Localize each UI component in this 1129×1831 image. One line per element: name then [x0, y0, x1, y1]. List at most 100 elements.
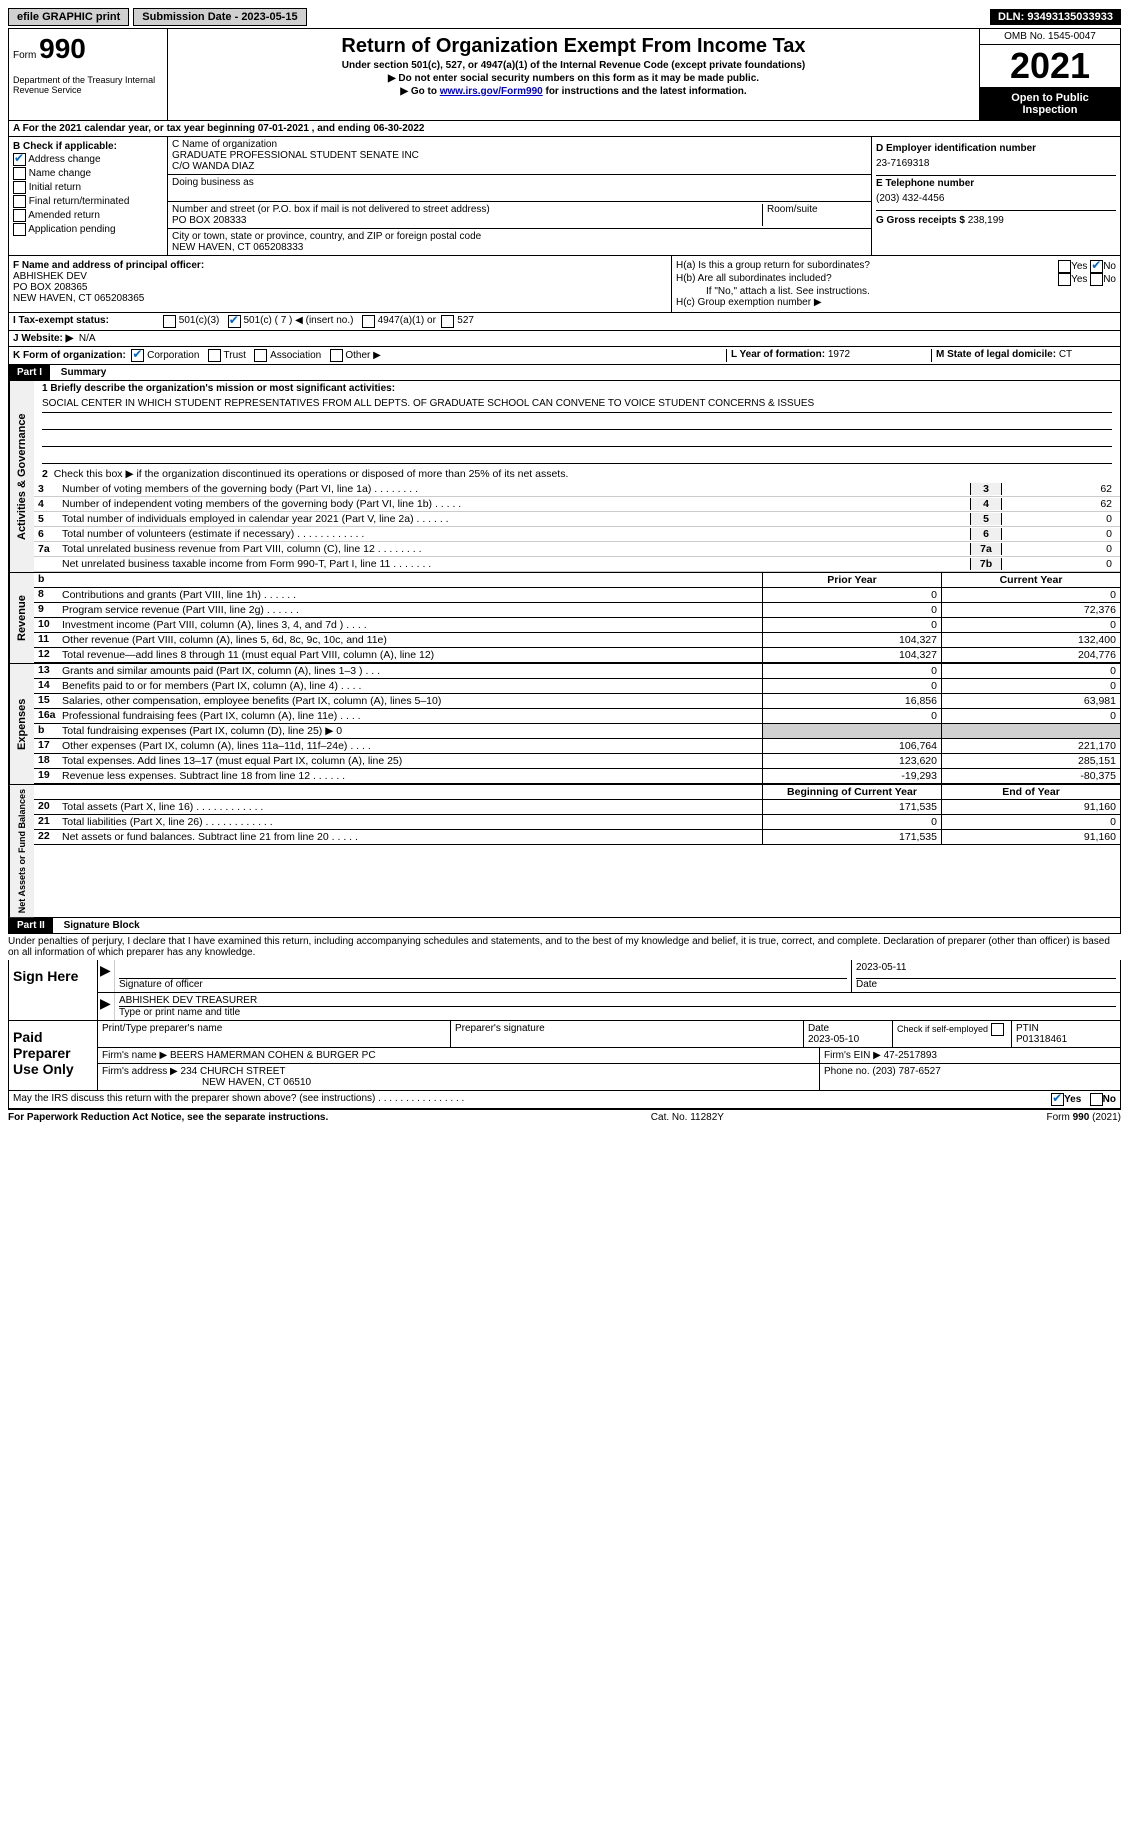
org-addr: PO BOX 208333 — [172, 215, 762, 226]
data-line: 22Net assets or fund balances. Subtract … — [34, 830, 1120, 845]
ha-label: H(a) Is this a group return for subordin… — [676, 260, 870, 273]
data-line: bTotal fundraising expenses (Part IX, co… — [34, 724, 1120, 739]
officer-name: ABHISHEK DEV — [13, 271, 667, 282]
tel-label: E Telephone number — [876, 178, 1116, 189]
gross-value: 238,199 — [968, 215, 1004, 226]
part2-title: Signature Block — [56, 918, 148, 933]
tel-value: (203) 432-4456 — [876, 189, 1116, 208]
firm-ein: 47-2517893 — [884, 1050, 937, 1061]
room-label: Room/suite — [767, 204, 867, 215]
summary-line: 5Total number of individuals employed in… — [34, 512, 1120, 527]
part1-title: Summary — [53, 365, 115, 380]
end-year-header: End of Year — [941, 785, 1120, 799]
irs-link[interactable]: www.irs.gov/Form990 — [440, 86, 543, 97]
tax-year: 2021 — [980, 45, 1120, 88]
row-k: K Form of organization: Corporation Trus… — [8, 347, 1121, 365]
check-final[interactable]: Final return/terminated — [13, 195, 163, 208]
declaration-text: Under penalties of perjury, I declare th… — [8, 934, 1121, 960]
officer-addr1: PO BOX 208365 — [13, 282, 667, 293]
omb-number: OMB No. 1545-0047 — [980, 29, 1120, 45]
sig-officer-label: Signature of officer — [119, 979, 847, 990]
sig-date: 2023-05-11 — [856, 962, 1116, 979]
paid-prep-label: Paid Preparer Use Only — [9, 1021, 98, 1090]
summary-line: Net unrelated business taxable income fr… — [34, 557, 1120, 572]
sign-here-block: Sign Here ▶ Signature of officer 2023-05… — [8, 960, 1121, 1021]
hc-label: H(c) Group exemption number ▶ — [676, 297, 1116, 308]
data-line: 20Total assets (Part X, line 16) . . . .… — [34, 800, 1120, 815]
discuss-row: May the IRS discuss this return with the… — [8, 1091, 1121, 1109]
vert-activities: Activities & Governance — [9, 381, 34, 572]
ptin-label: PTIN — [1016, 1023, 1116, 1034]
officer-addr2: NEW HAVEN, CT 065208365 — [13, 293, 667, 304]
name-title-label: Type or print name and title — [119, 1007, 1116, 1018]
part1-header-row: Part I Summary — [8, 365, 1121, 381]
firm-addr2: NEW HAVEN, CT 06510 — [102, 1077, 815, 1088]
form-label: Form — [13, 50, 36, 61]
summary-line: 4Number of independent voting members of… — [34, 497, 1120, 512]
data-line: 21Total liabilities (Part X, line 26) . … — [34, 815, 1120, 830]
check-amended[interactable]: Amended return — [13, 209, 163, 222]
phone-label: Phone no. — [824, 1066, 870, 1077]
prep-date: 2023-05-10 — [808, 1034, 888, 1045]
check-addr[interactable]: Address change — [13, 153, 163, 166]
dln: DLN: 93493135033933 — [990, 9, 1121, 25]
date-label: Date — [856, 979, 1116, 990]
dept-label: Department of the Treasury Internal Reve… — [13, 75, 163, 95]
expenses-section: Expenses 13Grants and similar amounts pa… — [8, 664, 1121, 785]
summary-line: 7aTotal unrelated business revenue from … — [34, 542, 1120, 557]
row-j: J Website: ▶ N/A — [8, 331, 1121, 347]
org-co: C/O WANDA DIAZ — [172, 161, 867, 172]
hb-note: If "No," attach a list. See instructions… — [676, 286, 1116, 297]
firm-name-label: Firm's name ▶ — [102, 1050, 167, 1061]
subtitle-3: ▶ Go to www.irs.gov/Form990 for instruct… — [172, 86, 975, 97]
data-line: 8Contributions and grants (Part VIII, li… — [34, 588, 1120, 603]
data-line: 16aProfessional fundraising fees (Part I… — [34, 709, 1120, 724]
mission-text: SOCIAL CENTER IN WHICH STUDENT REPRESENT… — [42, 398, 1112, 413]
section-fh: F Name and address of principal officer:… — [8, 256, 1121, 313]
begin-year-header: Beginning of Current Year — [762, 785, 941, 799]
city-label: City or town, state or province, country… — [172, 231, 867, 242]
efile-button[interactable]: efile GRAPHIC print — [8, 8, 129, 26]
vert-expenses: Expenses — [9, 664, 34, 784]
firm-addr-label: Firm's address ▶ — [102, 1066, 178, 1077]
hb-label: H(b) Are all subordinates included? — [676, 273, 832, 286]
line2-text: Check this box ▶ if the organization dis… — [54, 468, 569, 480]
form-number: 990 — [39, 33, 86, 64]
vert-net: Net Assets or Fund Balances — [9, 785, 34, 917]
netassets-section: Net Assets or Fund Balances Beginning of… — [8, 785, 1121, 918]
revenue-section: Revenue b Prior Year Current Year 8Contr… — [8, 573, 1121, 664]
data-line: 19Revenue less expenses. Subtract line 1… — [34, 769, 1120, 784]
check-self[interactable]: Check if self-employed — [893, 1021, 1012, 1047]
paid-preparer-block: Paid Preparer Use Only Print/Type prepar… — [8, 1021, 1121, 1091]
footer-left: For Paperwork Reduction Act Notice, see … — [8, 1112, 328, 1123]
check-initial[interactable]: Initial return — [13, 181, 163, 194]
data-line: 15Salaries, other compensation, employee… — [34, 694, 1120, 709]
box-f-label: F Name and address of principal officer: — [13, 260, 667, 271]
page-footer: For Paperwork Reduction Act Notice, see … — [8, 1109, 1121, 1125]
form-header: Form 990 Department of the Treasury Inte… — [8, 28, 1121, 121]
dba-label: Doing business as — [172, 177, 867, 188]
data-line: 13Grants and similar amounts paid (Part … — [34, 664, 1120, 679]
check-app[interactable]: Application pending — [13, 223, 163, 236]
data-line: 11Other revenue (Part VIII, column (A), … — [34, 633, 1120, 648]
data-line: 12Total revenue—add lines 8 through 11 (… — [34, 648, 1120, 663]
discuss-text: May the IRS discuss this return with the… — [13, 1093, 464, 1106]
check-name[interactable]: Name change — [13, 167, 163, 180]
org-city: NEW HAVEN, CT 065208333 — [172, 242, 867, 253]
row-i: I Tax-exempt status: 501(c)(3) 501(c) ( … — [8, 313, 1121, 331]
part2-header-row: Part II Signature Block — [8, 918, 1121, 934]
summary-line: 3Number of voting members of the governi… — [34, 482, 1120, 497]
prep-name-label: Print/Type preparer's name — [102, 1023, 446, 1034]
activities-section: Activities & Governance 1 Briefly descri… — [8, 381, 1121, 573]
org-name: GRADUATE PROFESSIONAL STUDENT SENATE INC — [172, 150, 867, 161]
data-line: 9Program service revenue (Part VIII, lin… — [34, 603, 1120, 618]
firm-name: BEERS HAMERMAN COHEN & BURGER PC — [170, 1050, 376, 1061]
footer-right: Form 990 (2021) — [1047, 1112, 1121, 1123]
data-line: 10Investment income (Part VIII, column (… — [34, 618, 1120, 633]
firm-addr1: 234 CHURCH STREET — [181, 1066, 286, 1077]
ptin-value: P01318461 — [1016, 1034, 1116, 1045]
part2-badge: Part II — [9, 918, 53, 933]
line1-label: 1 Briefly describe the organization's mi… — [42, 383, 395, 394]
gross-label: G Gross receipts $ — [876, 215, 965, 226]
vert-revenue: Revenue — [9, 573, 34, 663]
